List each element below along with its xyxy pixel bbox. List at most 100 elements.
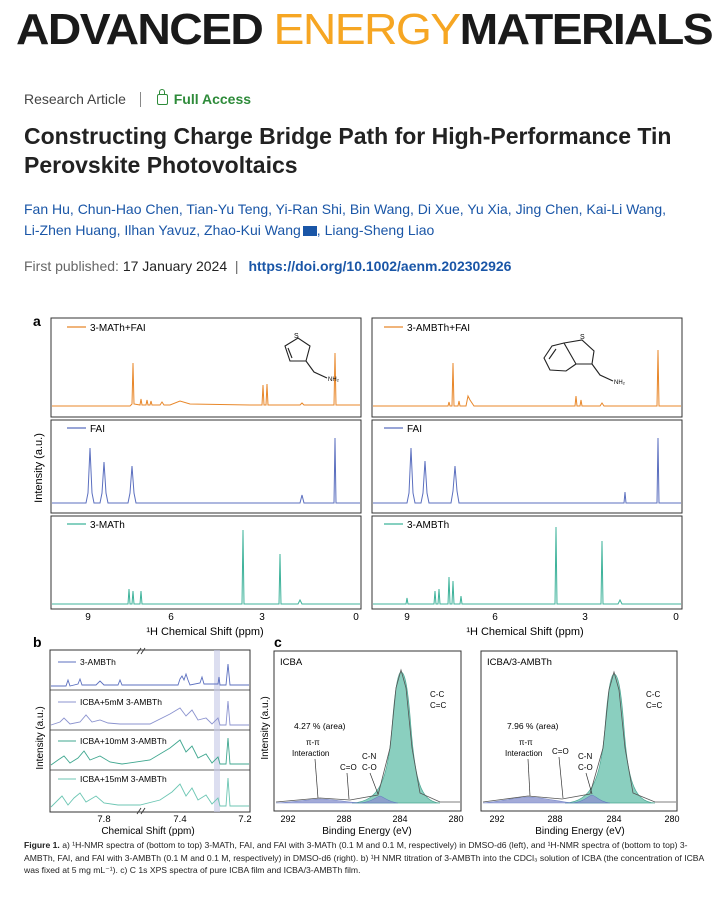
panel-b-label: b [33,634,42,650]
b-break-marks [136,647,146,815]
a-right-spectrum-2 [373,437,681,504]
c-left-arrow-cn [369,772,379,795]
caption-text: a) ¹H-NMR spectra of (bottom to top) 3-M… [24,840,704,875]
c-right-tick-288: 288 [547,814,562,824]
b-tick-72: 7.2 [238,814,251,825]
a-xlabel-left: ¹H Chemical Shift (ppm) [146,626,263,638]
molecule-2-sulfur: S [580,334,585,341]
published-separator: | [231,258,239,274]
published-label: First published: [24,258,119,274]
a-left-label-3: 3-MATh [90,520,125,531]
c-right-title: ICBA/3-AMBTh [487,657,552,668]
authors-line-1[interactable]: Fan Hu, Chun-Hao Chen, Tian-Yu Teng, Yi-… [24,201,667,217]
a-left-spectrum-1 [52,352,360,407]
molecule-1-sulfur: S [294,333,299,340]
a-tick-9-r: 9 [404,612,410,623]
c-right-interaction: Interaction [505,749,542,758]
c-left-tick-288: 288 [336,814,351,824]
email-icon[interactable] [302,226,317,236]
c-left-co2: C-O [362,763,377,772]
a-tick-0: 0 [353,612,359,623]
c-right-tick-280: 280 [664,814,679,824]
c-left-peak-pi [275,798,361,804]
a-xlabel-right: ¹H Chemical Shift (ppm) [466,626,583,638]
a-tick-6: 6 [168,612,174,623]
c-left-title: ICBA [280,657,303,668]
c-right-xaxis: 292 288 284 280 [489,814,679,824]
meta-divider [139,92,141,107]
article-title: Constructing Charge Bridge Path for High… [24,123,672,178]
panel-c-label: c [274,634,282,650]
c-right-co2: C-O [578,763,593,772]
a-tick-3-r: 3 [582,612,588,623]
c-right-tick-284: 284 [606,814,621,824]
c-left-xlabel: Binding Energy (eV) [322,826,412,836]
b-tick-78: 7.8 [97,814,110,825]
c-left-tick-280: 280 [448,814,463,824]
figure-caption: Figure 1. a) ¹H-NMR spectra of (bottom t… [24,839,704,877]
a-left-xaxis: 9 6 3 0 [85,612,359,623]
b-label-3: ICBA+10mM 3-AMBTh [80,736,167,746]
c-left-cn: C-N [362,752,376,761]
b-spectrum-2 [50,700,249,726]
c-left-area: 4.27 % (area) [294,721,346,731]
a-tick-6-r: 6 [492,612,498,623]
c-left-tick-292: 292 [280,814,295,824]
c-right-peak-cc [564,673,656,804]
c-left-peak-co [359,795,399,804]
c-left-xaxis: 292 288 284 280 [280,814,463,824]
access-badge[interactable]: Full Access [173,91,252,107]
c-left-tick-284: 284 [392,814,407,824]
c-left-cc1: C-C [430,690,444,699]
a-left-frame-mid [50,419,362,514]
molecule-3-math [284,337,328,379]
a-left-label-1: 3-MATh+FAI [90,323,146,334]
molecule-1-amine: NH₂ [328,377,340,383]
a-left-label-2: FAI [90,424,105,435]
c-right-area: 7.96 % (area) [507,721,559,731]
c-right-peak-co [571,794,611,804]
a-left-spectrum-3 [52,529,360,605]
published-date: 17 January 2024 [122,258,228,274]
article-type: Research Article [24,91,126,107]
a-left-frame-top [50,317,362,418]
c-right-frame [480,650,678,812]
c-right-xlabel: Binding Energy (eV) [535,826,625,836]
journal-part-energy: ENERGY [274,5,461,52]
a-right-label-3: 3-AMBTh [407,520,449,531]
authors-line-2-end[interactable]: , Liang-Sheng Liao [316,222,435,238]
doi-link[interactable]: https://doi.org/10.1002/aenm.202302926 [248,258,512,274]
b-frame [49,649,251,813]
b-label-1: 3-AMBTh [80,657,116,667]
journal-banner: ADVANCED ENERGY MATERIALS [16,5,714,52]
a-right-frame-mid [371,419,683,514]
c-right-pi: π-π [519,738,533,747]
article-meta: Research Article Full Access [24,89,252,107]
panel-a-ylabel: Intensity (a.u.) [33,433,45,503]
c-left-peak-cc [351,671,441,804]
b-spectrum-4 [50,777,249,808]
a-right-label-2: FAI [407,424,422,435]
authors-line-2[interactable]: Li-Zhen Huang, Ilhan Yavuz, Zhao-Kui Wan… [24,222,301,238]
c-right-co: C=O [552,747,569,756]
molecule-3-ambth [543,339,614,382]
c-right-arrow-pi [527,758,531,797]
c-left-pi: π-π [306,738,320,747]
panel-c-ylabel: Intensity (a.u.) [260,696,271,759]
b-spectrum-3 [50,737,249,766]
panel-b-ylabel: Intensity (a.u.) [35,706,46,769]
journal-part-materials: MATERIALS [460,5,713,52]
c-right-cn: C-N [578,752,592,761]
b-label-2: ICBA+5mM 3-AMBTh [80,697,162,707]
caption-label: Figure 1. [24,840,60,850]
journal-part-advanced: ADVANCED [16,5,274,52]
b-label-4: ICBA+15mM 3-AMBTh [80,774,167,784]
a-right-xaxis: 9 6 3 0 [404,612,679,623]
a-tick-0-r: 0 [673,612,679,623]
figure-1: a Intensity (a.u.) 3-MATh+FAI FAI 3-MATh… [33,313,683,836]
a-right-spectrum-1 [373,349,681,407]
c-right-arrow-co [558,756,564,799]
a-right-frame-top [371,317,683,418]
c-left-envelope [275,668,460,803]
c-right-peak-pi [482,796,573,804]
